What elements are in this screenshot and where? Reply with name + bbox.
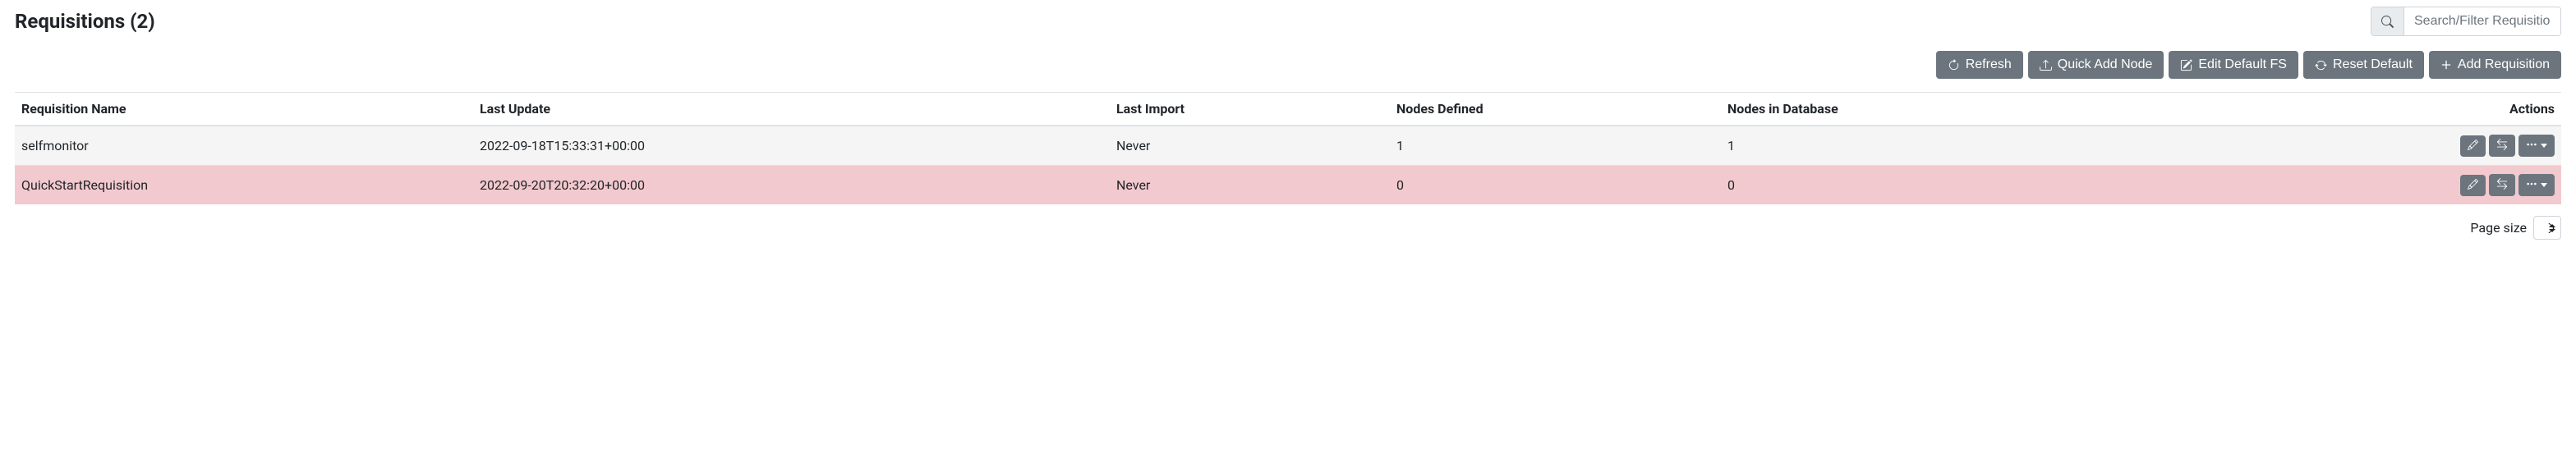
quick-add-node-button[interactable]: Quick Add Node [2028,51,2164,79]
reset-icon [2315,59,2327,71]
refresh-icon [1948,59,1960,71]
more-actions-button[interactable] [2518,174,2555,196]
page-size-label: Page size [2470,220,2527,236]
more-actions-button[interactable] [2518,135,2555,157]
search-group [2371,7,2561,36]
plus-icon [2440,59,2452,71]
cell-actions [2230,166,2561,205]
reset-default-label: Reset Default [2333,57,2413,72]
quick-add-node-label: Quick Add Node [2058,57,2153,72]
cell-nodes-db: 0 [1721,166,2230,205]
col-name: Requisition Name [15,93,473,126]
pencil-square-icon [2180,59,2192,71]
edit-default-fs-label: Edit Default FS [2198,57,2287,72]
ellipsis-icon [2526,139,2537,153]
refresh-button[interactable]: Refresh [1936,51,2023,79]
sync-button[interactable] [2489,174,2515,196]
edit-button[interactable] [2460,175,2486,196]
cell-name: QuickStartRequisition [15,166,473,205]
cell-last-update: 2022-09-20T20:32:20+00:00 [473,166,1110,205]
swap-icon [2496,178,2508,192]
caret-down-icon [2541,183,2547,187]
requisitions-table: Requisition Name Last Update Last Import… [15,92,2561,204]
cell-nodes-defined: 0 [1390,166,1721,205]
table-row: QuickStartRequisition2022-09-20T20:32:20… [15,166,2561,205]
upload-icon [2040,59,2052,71]
sync-button[interactable] [2489,135,2515,157]
col-nodes-db: Nodes in Database [1721,93,2230,126]
refresh-label: Refresh [1966,57,2012,72]
caret-down-icon [2541,144,2547,148]
cell-name: selfmonitor [15,126,473,166]
col-last-import: Last Import [1110,93,1390,126]
cell-last-import: Never [1110,126,1390,166]
page-size-select[interactable] [2533,216,2561,240]
page-title: Requisitions (2) [15,10,155,33]
table-row: selfmonitor2022-09-18T15:33:31+00:00Neve… [15,126,2561,166]
reset-default-button[interactable]: Reset Default [2303,51,2424,79]
swap-icon [2496,139,2508,153]
add-requisition-button[interactable]: Add Requisition [2429,51,2561,79]
cell-last-update: 2022-09-18T15:33:31+00:00 [473,126,1110,166]
search-input[interactable] [2404,7,2560,35]
cell-actions [2230,126,2561,166]
col-last-update: Last Update [473,93,1110,126]
col-actions: Actions [2230,93,2561,126]
edit-default-fs-button[interactable]: Edit Default FS [2169,51,2298,79]
toolbar: Refresh Quick Add Node Edit Default FS R… [15,51,2561,79]
edit-button[interactable] [2460,135,2486,157]
pencil-icon [2468,179,2478,192]
pencil-icon [2468,140,2478,153]
add-requisition-label: Add Requisition [2458,57,2550,72]
cell-nodes-db: 1 [1721,126,2230,166]
col-nodes-defined: Nodes Defined [1390,93,1721,126]
ellipsis-icon [2526,178,2537,192]
cell-nodes-defined: 1 [1390,126,1721,166]
search-icon [2371,7,2404,35]
cell-last-import: Never [1110,166,1390,205]
